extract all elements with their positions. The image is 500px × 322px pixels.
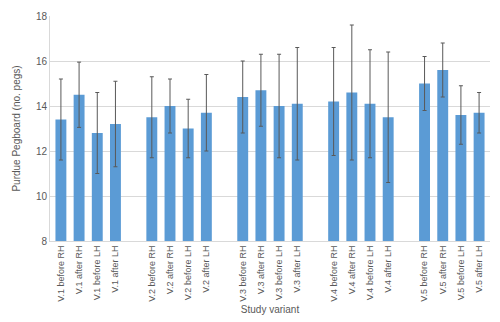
svg-text:V.1 after RH: V.1 after RH xyxy=(74,246,84,295)
svg-text:16: 16 xyxy=(36,56,48,67)
svg-text:V.3 after RH: V.3 after RH xyxy=(256,246,266,295)
svg-text:8: 8 xyxy=(41,236,47,247)
svg-text:V.2 after RH: V.2 after RH xyxy=(165,246,175,295)
svg-text:V.3 after LH: V.3 after LH xyxy=(292,246,302,293)
svg-text:V.4 before RH: V.4 before RH xyxy=(329,246,339,302)
svg-text:V.5 after RH: V.5 after RH xyxy=(438,246,448,295)
svg-text:V.4 after RH: V.4 after RH xyxy=(347,246,357,295)
svg-text:Study variant: Study variant xyxy=(241,304,300,315)
svg-text:12: 12 xyxy=(36,146,48,157)
svg-text:V.2 before RH: V.2 before RH xyxy=(147,246,157,302)
svg-text:10: 10 xyxy=(36,191,48,202)
svg-text:V.1 before RH: V.1 before RH xyxy=(56,246,66,302)
svg-text:18: 18 xyxy=(36,11,48,22)
svg-text:V.4 after LH: V.4 after LH xyxy=(383,246,393,293)
svg-text:V.3 before RH: V.3 before RH xyxy=(238,246,248,302)
svg-text:V.3 before LH: V.3 before LH xyxy=(274,246,284,301)
svg-text:V.1 after LH: V.1 after LH xyxy=(110,246,120,293)
svg-text:V.2 before LH: V.2 before LH xyxy=(183,246,193,301)
svg-text:V.2 after LH: V.2 after LH xyxy=(201,246,211,293)
svg-text:V.5 after LH: V.5 after LH xyxy=(474,246,484,293)
svg-text:V.4 before LH: V.4 before LH xyxy=(365,246,375,301)
svg-text:14: 14 xyxy=(36,101,48,112)
svg-text:V.5 before RH: V.5 before RH xyxy=(419,246,429,302)
svg-text:Purdue Pegboard (no. pegs): Purdue Pegboard (no. pegs) xyxy=(11,65,22,191)
svg-text:V.1 before LH: V.1 before LH xyxy=(92,246,102,301)
svg-text:V.5 before LH: V.5 before LH xyxy=(456,246,466,301)
